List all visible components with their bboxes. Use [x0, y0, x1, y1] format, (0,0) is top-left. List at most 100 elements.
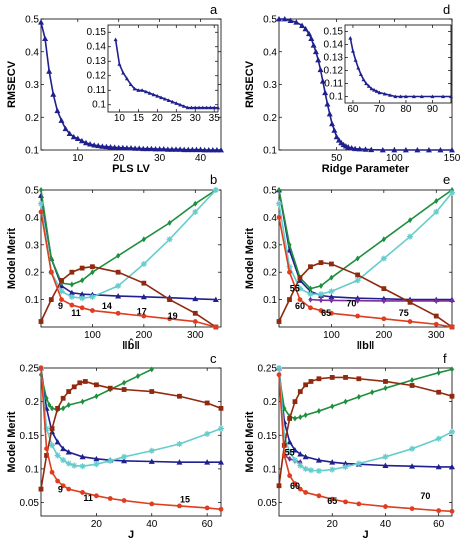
series-5-point	[449, 324, 455, 330]
inset-series-point	[430, 94, 435, 99]
inset-series-point	[185, 105, 190, 110]
series-0-point	[449, 463, 455, 470]
series-0-point	[74, 135, 81, 141]
series-3-point	[281, 432, 288, 439]
series-0-point	[201, 147, 208, 153]
series-0-point	[287, 17, 294, 24]
series-0-point	[192, 295, 199, 302]
inset-x-tick-label: 80	[400, 104, 412, 115]
series-3-point	[59, 278, 64, 283]
inset-y-tick-label: 0.12	[324, 65, 344, 76]
series-4-point	[276, 319, 282, 324]
series-3-point	[48, 297, 54, 302]
series-4-point	[355, 272, 361, 278]
series-0-point	[152, 146, 159, 152]
series-3-point	[115, 269, 121, 275]
series-0-point	[425, 147, 432, 153]
x-tick-label: 10	[72, 153, 84, 164]
series-0-point	[449, 147, 455, 153]
series-4-point	[79, 305, 85, 311]
series-5-point	[356, 501, 362, 507]
inset-series-point	[208, 105, 213, 110]
inset-series-point	[124, 76, 129, 81]
series-5-point	[308, 305, 313, 311]
series-4-point	[433, 313, 439, 319]
inset-series-point	[212, 105, 217, 110]
y-tick-label: 0.4	[263, 47, 277, 58]
series-5-point	[276, 372, 282, 378]
series-1-point	[116, 252, 121, 259]
series-4-point	[329, 261, 334, 267]
series-2-point	[218, 425, 224, 432]
x-tick-label: 40	[195, 153, 207, 164]
panel-letter: b	[210, 172, 217, 187]
y-tick-label: 0.2	[25, 113, 39, 124]
inset-y-tick-label: 0.13	[87, 56, 107, 67]
inset-x-tick-label: 20	[152, 113, 164, 124]
chart-panel-e: 100 200 300 0.1 0.2 0.3 0.4 0.5 55 60 65 70 75 e ‖b‖ Mo…	[244, 172, 455, 352]
series-0-point	[276, 16, 282, 22]
series-0-point	[115, 144, 122, 151]
inset-series-point	[403, 94, 408, 99]
series-0-point	[414, 147, 421, 153]
series-1-point	[38, 187, 44, 193]
inset-series-point	[361, 77, 366, 82]
inset-x-tick-label: 90	[427, 104, 439, 115]
series-4-point	[449, 393, 455, 399]
x-tick-label: 30	[154, 153, 166, 164]
series-0-point	[281, 16, 288, 22]
series-1-point	[381, 297, 386, 304]
inset-series-point	[398, 94, 403, 99]
x-tick-label: 100	[386, 153, 403, 164]
series-0-point	[335, 137, 342, 143]
series-3-point	[286, 263, 293, 270]
inset-y-tick-label: 0.13	[324, 52, 344, 63]
series-4-point	[121, 498, 127, 503]
series-0-point	[66, 130, 73, 137]
series-2-point	[298, 414, 303, 421]
series-0-point	[286, 439, 293, 445]
y-tick-label: 0.2	[25, 268, 39, 279]
series-4-point	[141, 313, 147, 319]
series-0-point	[329, 459, 336, 465]
series-0-point	[212, 296, 219, 302]
series-0-point	[193, 146, 200, 153]
panel-letter: a	[210, 2, 218, 17]
series-4-point	[297, 389, 303, 394]
series-4-point	[80, 490, 85, 495]
inset-y-tick-label: 0.14	[324, 39, 344, 50]
inset-y-tick-label: 0.11	[87, 85, 106, 96]
inset-series-point	[441, 94, 446, 99]
series-0-point	[164, 146, 171, 152]
series-0-point	[78, 137, 85, 144]
x-axis-label: PLS LV	[112, 163, 150, 175]
series-2-point	[192, 208, 199, 215]
series-5-point	[287, 473, 293, 479]
series-3-point	[291, 457, 298, 464]
series-2-point	[38, 200, 44, 207]
series-5-point	[433, 321, 439, 327]
y-axis-label: Model Merit	[6, 411, 18, 472]
series-1-point	[80, 277, 85, 284]
x-tick-label: 40	[146, 519, 158, 530]
inset-series-point	[419, 94, 424, 99]
series-3-point	[38, 486, 44, 492]
series-2-point	[140, 260, 147, 267]
inset-d: 60 70 80 90 0.1 0.11 0.12 0.13 0.14 0.15	[324, 24, 453, 115]
inset-series-point	[181, 104, 186, 108]
series-4-point	[44, 446, 49, 452]
inset-series-point	[193, 105, 198, 110]
series-4-point	[204, 505, 210, 511]
series-0-point	[352, 145, 359, 152]
series-3-point	[90, 264, 95, 270]
y-tick-label: 0.25	[258, 364, 278, 375]
series-4-point	[287, 416, 293, 421]
series-5-point	[329, 310, 334, 316]
series-0-point	[324, 101, 331, 107]
series-0-point	[60, 445, 67, 452]
inset-plot-frame	[344, 24, 452, 104]
inset-series-point	[117, 62, 122, 66]
series-5-point	[276, 215, 282, 220]
series-0-point	[83, 139, 89, 146]
inset-series-point	[356, 65, 361, 70]
